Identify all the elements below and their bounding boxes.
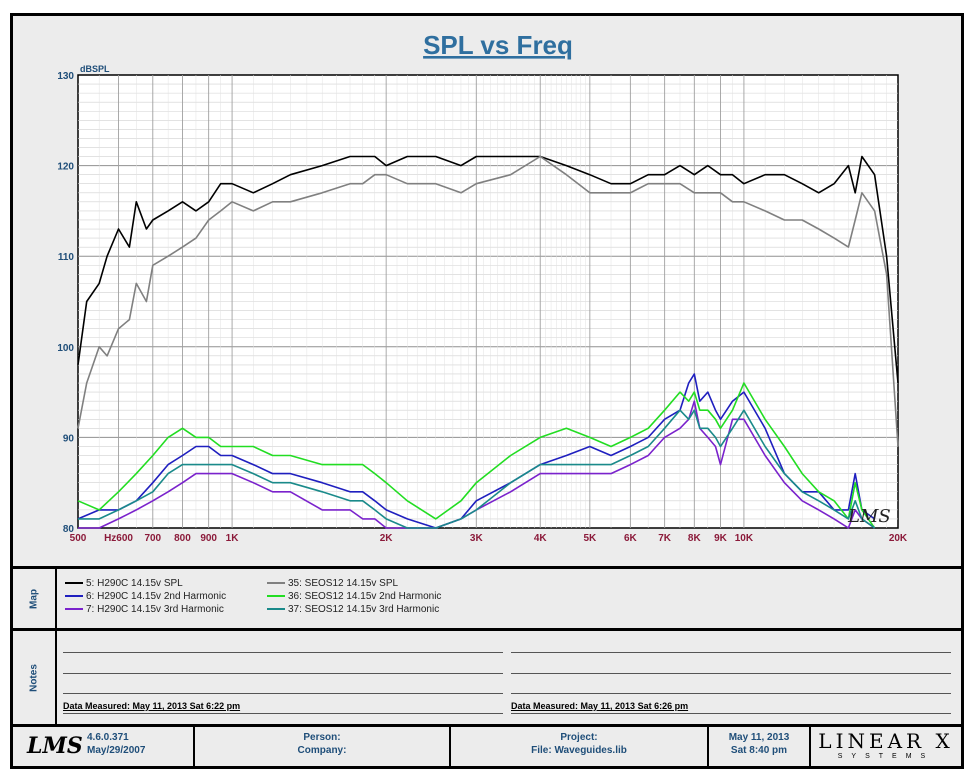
legend-section: Map 5: H290C 14.15v SPL 6: H290C 14.15v 2…: [13, 566, 961, 628]
version-date: May/29/2007: [87, 745, 146, 756]
footer: LMS 4.6.0.371 May/29/2007 Person: Compan…: [13, 724, 961, 766]
footer-version-cell: LMS 4.6.0.371 May/29/2007: [13, 727, 195, 766]
x-tick-label: 3K: [470, 533, 484, 544]
x-tick-label: 900: [200, 533, 217, 544]
footer-date: May 11, 2013: [728, 732, 790, 743]
y-tick-label: 100: [57, 343, 74, 354]
note-line: [63, 673, 503, 674]
note-line: [511, 693, 951, 694]
note-line: [511, 713, 951, 714]
notes-label: Notes: [28, 663, 40, 692]
legend-item: 37: SEOS12 14.15v 3rd Harmonic: [267, 604, 439, 616]
notes-section: Notes Data Measured: May 11, 2013 Sat 6:…: [13, 628, 961, 724]
project-label: Project:: [560, 732, 598, 743]
notes-side-label: Notes: [13, 631, 57, 724]
lms-watermark: LMS: [847, 506, 891, 527]
legend-item: 6: H290C 14.15v 2nd Harmonic: [65, 591, 226, 603]
footer-project-cell: Project: File: Waveguides.lib: [451, 727, 709, 766]
lms-logo: LMS: [27, 733, 83, 759]
legend-item: 7: H290C 14.15v 3rd Harmonic: [65, 604, 224, 616]
legend-side-label: Map: [13, 569, 57, 628]
y-tick-label: 130: [57, 71, 74, 82]
measured-left: Data Measured: May 11, 2013 Sat 6:22 pm: [63, 701, 241, 711]
legend-swatch: [267, 608, 285, 611]
x-tick-label: 800: [174, 533, 191, 544]
legend-swatch: [65, 595, 83, 598]
series-line: [77, 382, 876, 529]
x-tick-label: 10K: [735, 533, 754, 544]
company-label: Company:: [297, 745, 347, 756]
note-line: [511, 652, 951, 653]
series-line: [77, 155, 899, 384]
x-tick-label: 500: [70, 533, 87, 544]
x-tick-label: 6K: [624, 533, 638, 544]
legend-label: 6: H290C 14.15v 2nd Harmonic: [86, 591, 227, 602]
footer-person-cell: Person: Company:: [195, 727, 451, 766]
linearx-logo: LINEAR X: [818, 729, 954, 753]
legend-swatch: [65, 608, 83, 611]
x-tick-label: 700: [144, 533, 161, 544]
note-line: [511, 673, 951, 674]
legend-label: 5: H290C 14.15v SPL: [86, 578, 183, 589]
legend-item: 35: SEOS12 14.15v SPL: [267, 578, 398, 590]
legend-label: 7: H290C 14.15v 3rd Harmonic: [86, 604, 224, 615]
series-line: [78, 400, 876, 529]
legend-item: 5: H290C 14.15v SPL: [65, 578, 183, 590]
spl-chart: 80 90 100 110 120 130 500 Hz600 700 800 900 1K 2K 3K 4…: [57, 30, 908, 544]
file-label: File: Waveguides.lib: [531, 745, 627, 756]
x-tick-label: 7K: [658, 533, 672, 544]
report-frame: 80 90 100 110 120 130 500 Hz600 700 800 900 1K 2K 3K 4…: [10, 13, 964, 769]
x-tick-label: 8K: [688, 533, 702, 544]
footer-date-cell: May 11, 2013 Sat 8:40 pm: [709, 727, 811, 766]
x-tick-label: 4K: [534, 533, 548, 544]
series-line: [77, 155, 899, 447]
x-tick-label: 5K: [583, 533, 597, 544]
measured-right: Data Measured: May 11, 2013 Sat 6:26 pm: [511, 701, 689, 711]
legend-label: 36: SEOS12 14.15v 2nd Harmonic: [288, 591, 442, 602]
legend-label: 35: SEOS12 14.15v SPL: [288, 578, 399, 589]
x-tick-label: 1K: [226, 533, 240, 544]
footer-brand-cell: LINEAR X SYSTEMS: [811, 727, 961, 766]
legend-label: 37: SEOS12 14.15v 3rd Harmonic: [288, 604, 440, 615]
note-line: [63, 652, 503, 653]
note-line: [63, 693, 503, 694]
x-tick-label: 9K: [714, 533, 728, 544]
legend-item: 36: SEOS12 14.15v 2nd Harmonic: [267, 591, 441, 603]
x-tick-label: Hz600: [104, 533, 133, 544]
x-tick-label: 2K: [380, 533, 394, 544]
y-axis-label: dBSPL: [80, 64, 110, 74]
y-tick-label: 110: [58, 252, 75, 263]
legend-swatch: [65, 582, 83, 585]
y-tick-label: 90: [63, 433, 75, 444]
map-label: Map: [28, 588, 40, 609]
chart-title: SPL vs Freq: [423, 30, 573, 60]
x-tick-label: 20K: [889, 533, 908, 544]
y-tick-label: 120: [57, 162, 74, 173]
y-tick-label: 80: [63, 524, 75, 535]
person-label: Person:: [303, 732, 341, 743]
linearx-subtitle: SYSTEMS: [837, 753, 935, 760]
footer-time: Sat 8:40 pm: [730, 745, 788, 756]
version: 4.6.0.371: [87, 732, 129, 743]
series-line: [78, 409, 876, 529]
note-line: [63, 713, 503, 714]
legend-swatch: [267, 595, 285, 598]
legend-swatch: [267, 582, 285, 585]
